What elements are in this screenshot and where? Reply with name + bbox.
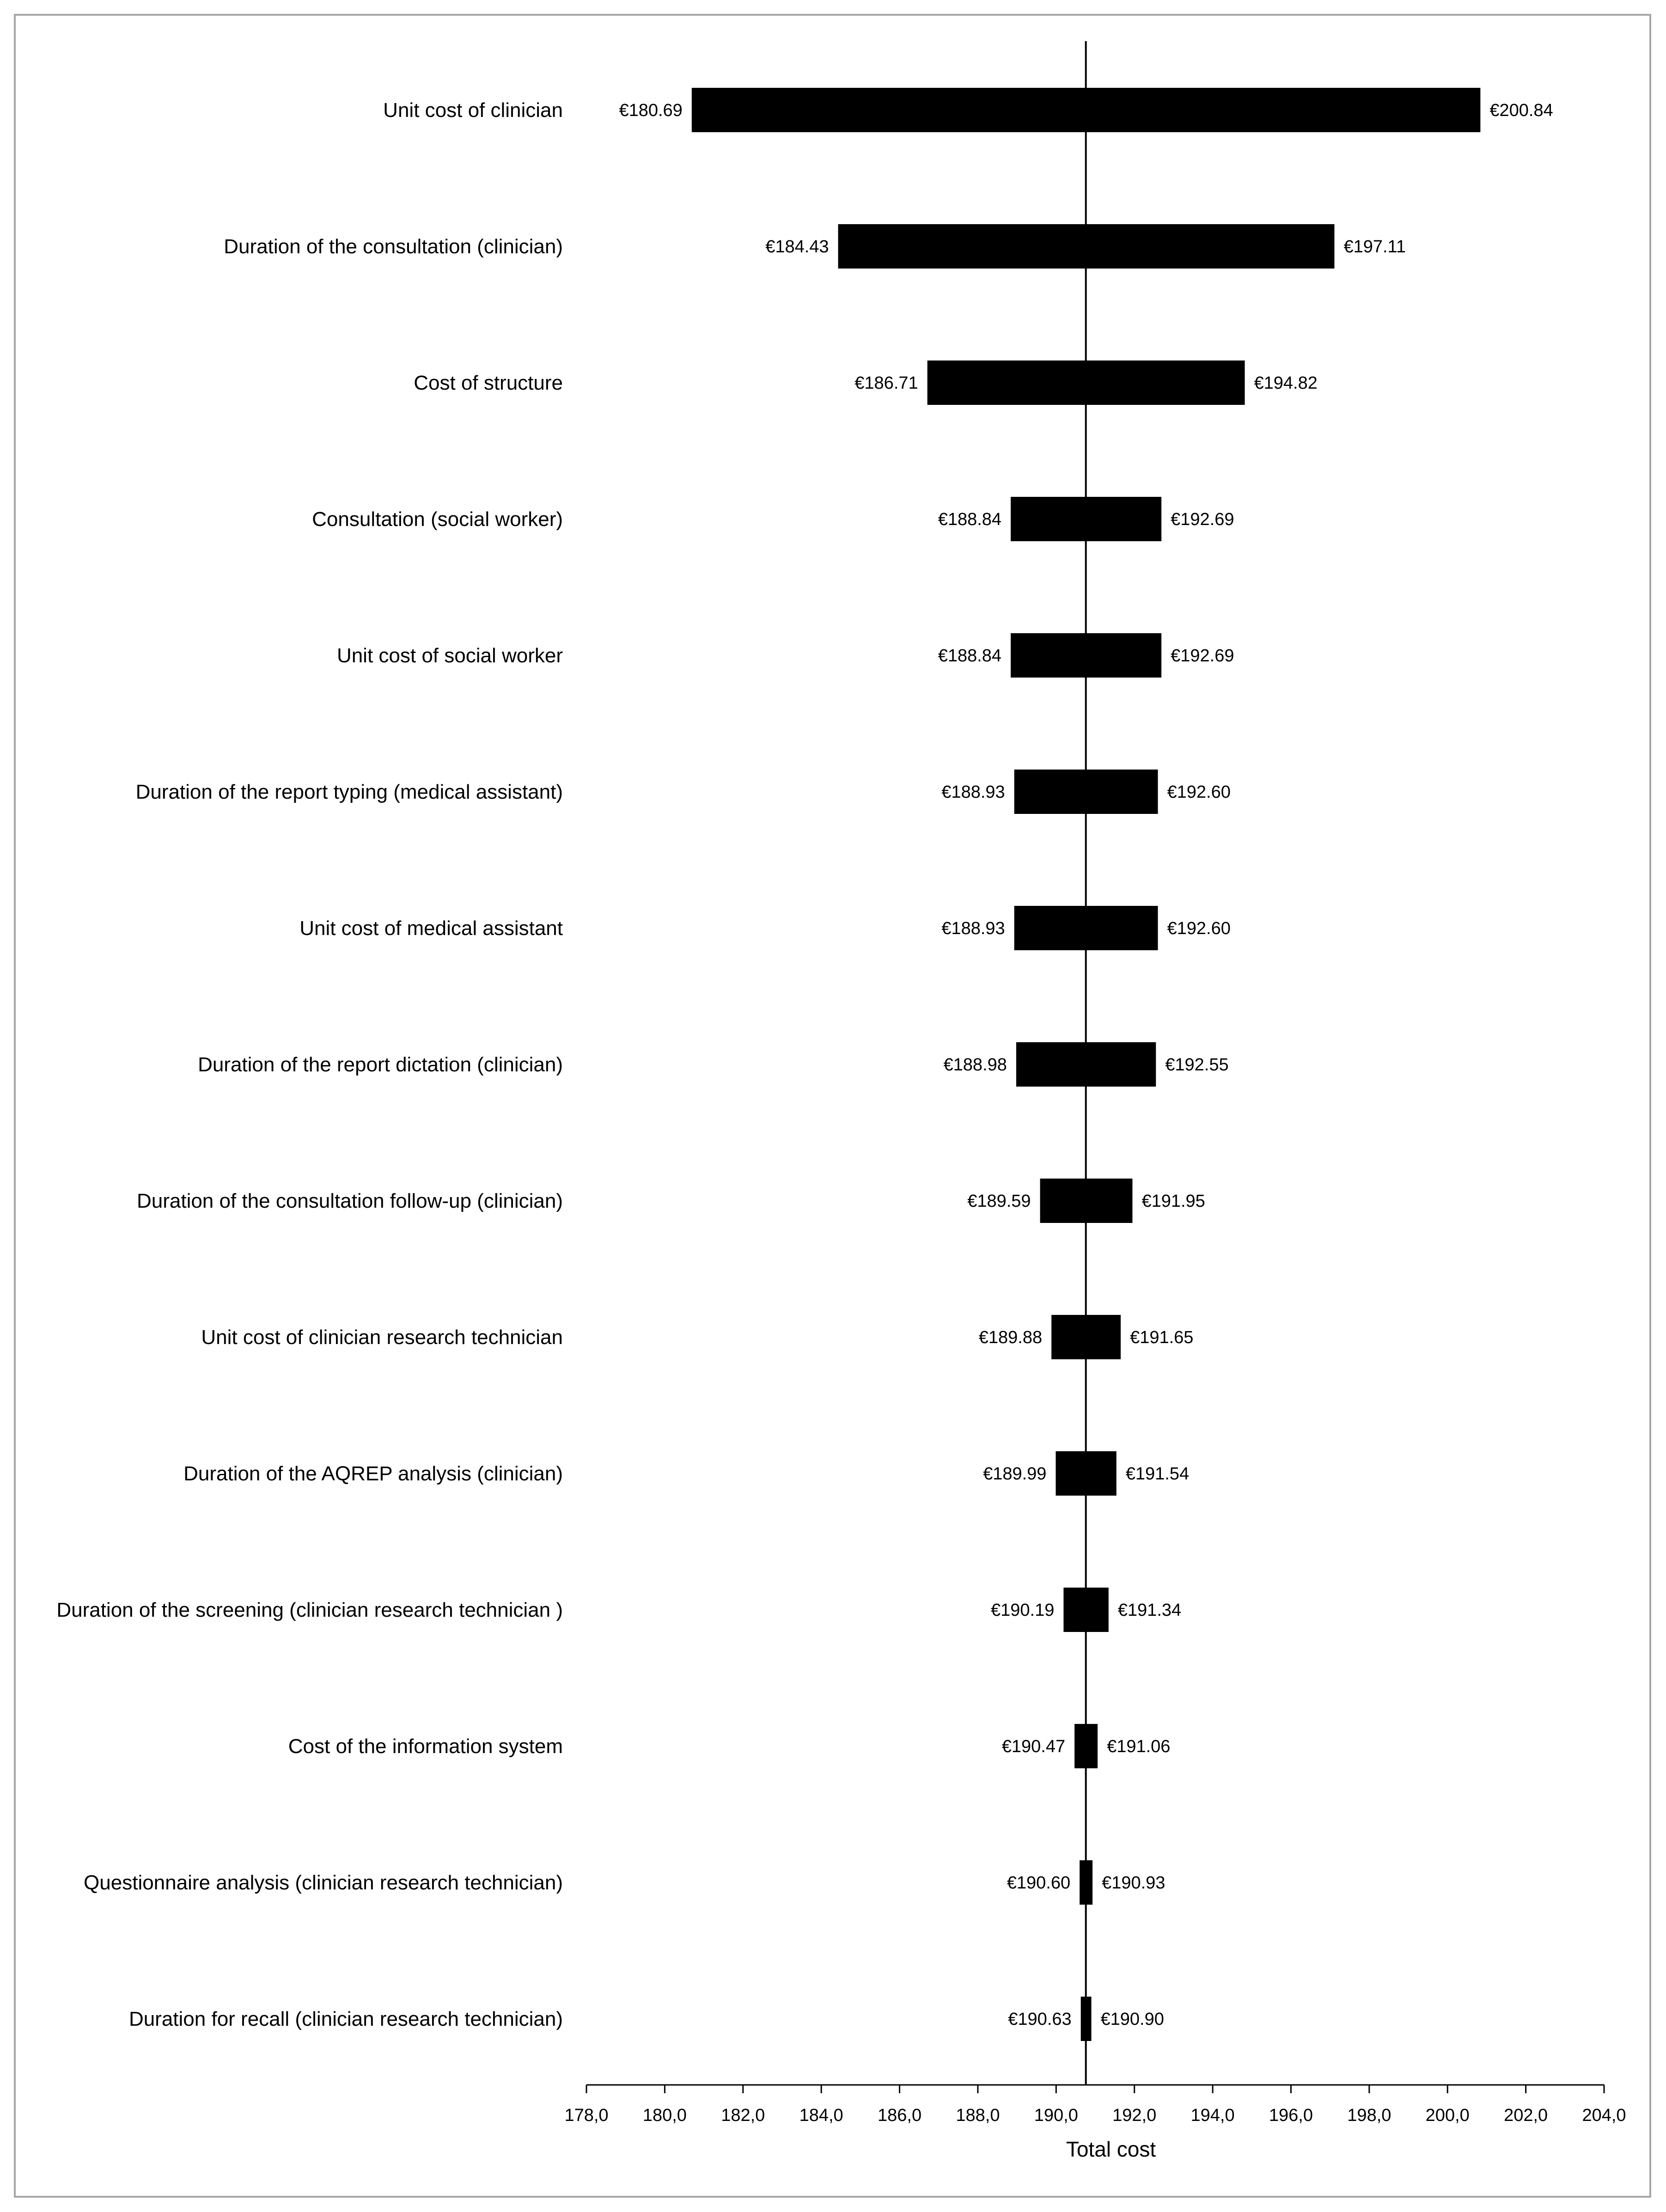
high-value-label: €191.06	[1107, 1737, 1170, 1756]
high-value-label: €191.34	[1118, 1601, 1181, 1620]
high-value-label: €190.90	[1101, 2010, 1164, 2029]
x-tick-label: 200,0	[1426, 2106, 1470, 2125]
low-value-label: €190.19	[991, 1601, 1054, 1620]
low-value-label: €188.93	[941, 919, 1005, 938]
low-value-label: €180.69	[619, 101, 682, 120]
x-tick-label: 192,0	[1112, 2106, 1156, 2125]
bars-layer: Unit cost of clinician €180.69 €200.84 Dura…	[56, 88, 1553, 2041]
high-value-label: €200.84	[1489, 101, 1553, 120]
category-label: Questionnaire analysis (clinician resear…	[84, 1871, 563, 1894]
low-value-label: €189.99	[983, 1464, 1046, 1484]
high-value-label: €192.60	[1167, 919, 1231, 938]
high-value-label: €190.93	[1102, 1873, 1165, 1893]
x-axis: 178,0 180,0 182,0 184,0 186,0 188,0 190,0 192,0…	[564, 41, 1626, 2125]
category-label: Duration for recall (clinician research …	[129, 2008, 563, 2030]
low-value-label: €189.59	[967, 1192, 1031, 1211]
x-tick-label: 188,0	[956, 2106, 1000, 2125]
category-label: Cost of the information system	[288, 1735, 563, 1758]
category-label: Duration of the report dictation (clinic…	[198, 1053, 563, 1076]
category-label: Consultation (social worker)	[312, 508, 563, 531]
high-value-label: €191.65	[1130, 1328, 1193, 1347]
x-tick-label: 196,0	[1269, 2106, 1313, 2125]
category-label: Unit cost of social worker	[337, 644, 563, 667]
high-value-label: €192.60	[1167, 782, 1231, 802]
x-tick-label: 184,0	[799, 2106, 843, 2125]
low-value-label: €189.88	[979, 1328, 1042, 1347]
x-tick-label: 198,0	[1347, 2106, 1391, 2125]
low-value-label: €186.71	[854, 373, 918, 393]
chart-frame: Unit cost of clinician €180.69 €200.84 Dura…	[14, 14, 1651, 2198]
category-label: Duration of the consultation follow-up (…	[137, 1190, 563, 1212]
x-tick-label: 182,0	[721, 2106, 765, 2125]
x-tick-label: 186,0	[878, 2106, 921, 2125]
low-value-label: €188.98	[944, 1055, 1007, 1075]
category-label: Unit cost of clinician	[383, 99, 563, 122]
category-label: Unit cost of clinician research technici…	[201, 1326, 563, 1349]
x-tick-label: 178,0	[564, 2106, 608, 2125]
low-value-label: €184.43	[765, 237, 829, 257]
x-tick-label: 202,0	[1504, 2106, 1548, 2125]
high-value-label: €191.54	[1126, 1464, 1189, 1484]
low-value-label: €190.63	[1008, 2010, 1071, 2029]
low-value-label: €190.60	[1007, 1873, 1070, 1893]
high-value-label: €192.69	[1171, 510, 1234, 529]
x-axis-title: Total cost	[1066, 2137, 1156, 2161]
category-label: Unit cost of medical assistant	[299, 917, 563, 940]
x-tick-label: 180,0	[643, 2106, 687, 2125]
high-value-label: €194.82	[1254, 373, 1318, 393]
category-label: Cost of structure	[414, 372, 563, 394]
x-tick-label: 194,0	[1191, 2106, 1235, 2125]
tornado-chart: Unit cost of clinician €180.69 €200.84 Dura…	[56, 41, 1626, 2161]
high-value-label: €192.69	[1171, 646, 1234, 666]
low-value-label: €190.47	[1002, 1737, 1065, 1756]
high-value-label: €197.11	[1343, 237, 1406, 257]
low-value-label: €188.84	[938, 510, 1001, 529]
category-label: Duration of the AQREP analysis (clinicia…	[183, 1462, 563, 1485]
category-label: Duration of the report typing (medical a…	[136, 781, 563, 803]
low-value-label: €188.93	[941, 782, 1005, 802]
x-tick-label: 190,0	[1034, 2106, 1078, 2125]
low-value-label: €188.84	[938, 646, 1001, 666]
x-tick-label: 204,0	[1582, 2106, 1626, 2125]
category-label: Duration of the consultation (clinician)	[224, 235, 563, 258]
high-value-label: €192.55	[1165, 1055, 1228, 1075]
high-value-label: €191.95	[1141, 1192, 1205, 1211]
category-label: Duration of the screening (clinician res…	[56, 1599, 563, 1621]
